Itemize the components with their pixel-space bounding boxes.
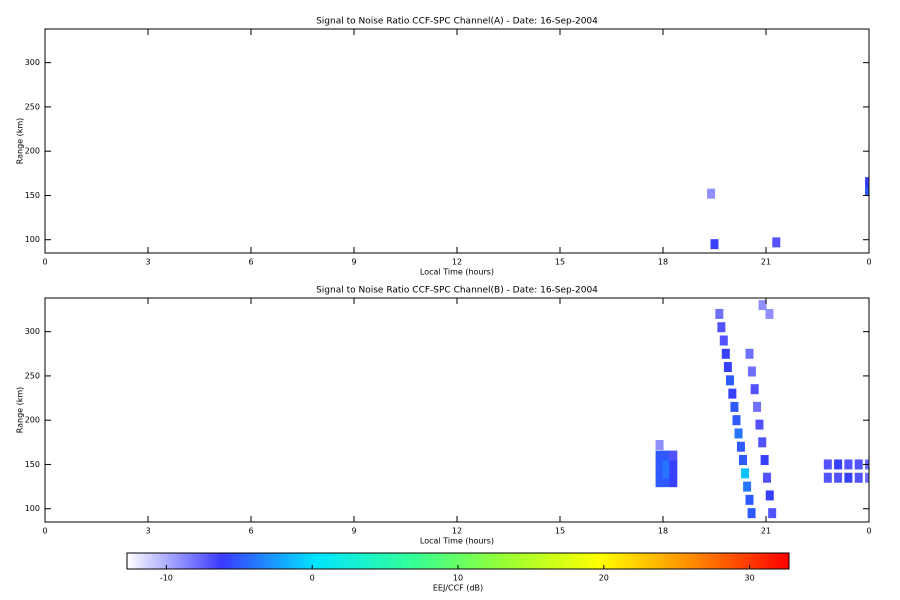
heat-cell <box>760 455 769 466</box>
heat-cell <box>753 401 762 412</box>
x-tick-label: 3 <box>145 258 150 267</box>
colorbar-tick-label: 0 <box>310 574 315 583</box>
y-tick-label: 100 <box>25 504 40 513</box>
heat-cell <box>755 419 764 430</box>
heat-cell <box>765 490 774 501</box>
heat-cell <box>655 439 664 450</box>
x-tick-label: 15 <box>555 527 565 536</box>
x-tick-label: 18 <box>658 527 668 536</box>
heat-cell <box>662 450 671 461</box>
heat-cell <box>669 477 678 488</box>
heat-cell <box>823 472 832 483</box>
x-tick-label: 9 <box>351 258 356 267</box>
x-tick-label: 9 <box>351 527 356 536</box>
x-axis-label: Local Time (hours) <box>420 537 494 546</box>
x-tick-label: 12 <box>452 258 462 267</box>
heat-cell <box>736 441 745 452</box>
x-tick-label: 21 <box>761 258 771 267</box>
y-axis-label: Range (km) <box>16 118 25 165</box>
colorbar-tick-label: 30 <box>745 574 755 583</box>
heat-cell <box>662 477 671 488</box>
x-tick-label: 0 <box>866 258 871 267</box>
heat-cell <box>662 459 671 470</box>
heat-cell <box>844 472 853 483</box>
heat-cell <box>738 455 747 466</box>
heat-cell <box>747 508 756 519</box>
plot-frame <box>44 28 870 254</box>
y-tick-label: 250 <box>25 102 40 111</box>
x-tick-label: 3 <box>145 527 150 536</box>
colorbar-tick-label: 10 <box>453 574 463 583</box>
heat-cell <box>865 177 869 188</box>
heat-cell <box>723 362 732 373</box>
heat-cell <box>750 384 759 395</box>
heat-cell <box>854 459 863 470</box>
heat-cell <box>743 481 752 492</box>
heat-cell <box>715 308 724 319</box>
heat-cell <box>710 239 719 250</box>
x-tick-label: 0 <box>866 527 871 536</box>
heat-cell <box>854 472 863 483</box>
y-tick-label: 100 <box>25 235 40 244</box>
heat-cell <box>669 450 678 461</box>
heat-cell <box>758 437 767 448</box>
plot-area <box>707 177 869 250</box>
heat-cell <box>655 477 664 488</box>
heat-cell <box>747 366 756 377</box>
heat-cell <box>768 508 777 519</box>
heat-cell <box>655 450 664 461</box>
colorbar-label: EEJ/CCF (dB) <box>433 584 483 593</box>
y-tick-label: 300 <box>25 58 40 67</box>
heat-cell <box>758 300 767 311</box>
y-tick-label: 200 <box>25 147 40 156</box>
heat-cell <box>834 459 843 470</box>
y-tick-label: 200 <box>25 416 40 425</box>
y-tick-label: 150 <box>25 460 40 469</box>
chart-title: Signal to Noise Ratio CCF-SPC Channel(B)… <box>316 286 598 296</box>
heat-cell <box>765 308 774 319</box>
x-tick-label: 21 <box>761 527 771 536</box>
heat-cell <box>745 348 754 359</box>
heat-cell <box>734 428 743 439</box>
x-tick-label: 6 <box>248 527 253 536</box>
heat-cell <box>763 472 772 483</box>
y-axis-label: Range (km) <box>16 387 25 434</box>
x-tick-label: 12 <box>452 527 462 536</box>
heat-cell <box>655 459 664 470</box>
y-tick-label: 150 <box>25 191 40 200</box>
heat-cell <box>669 459 678 470</box>
x-tick-label: 0 <box>42 258 47 267</box>
x-tick-label: 15 <box>555 258 565 267</box>
heat-cell <box>732 415 741 426</box>
x-tick-label: 6 <box>248 258 253 267</box>
heat-cell <box>745 494 754 505</box>
y-tick-label: 250 <box>25 371 40 380</box>
heat-cell <box>823 459 832 470</box>
heat-cell <box>730 401 739 412</box>
colorbar-tick-label: -10 <box>160 574 173 583</box>
y-tick-label: 300 <box>25 327 40 336</box>
heat-cell <box>865 472 869 483</box>
heat-cell <box>717 322 726 333</box>
heat-cell <box>725 375 734 386</box>
heat-cell <box>844 459 853 470</box>
x-tick-label: 18 <box>658 258 668 267</box>
plot-area <box>655 300 869 519</box>
heat-cell <box>721 348 730 359</box>
heat-cell <box>669 468 678 479</box>
chart-title: Signal to Noise Ratio CCF-SPC Channel(A)… <box>316 17 598 27</box>
heat-cell <box>707 188 716 199</box>
x-axis-label: Local Time (hours) <box>420 268 494 277</box>
heat-cell <box>741 468 750 479</box>
heat-cell <box>655 468 664 479</box>
heat-cell <box>865 186 869 197</box>
colorbar-tick-label: 20 <box>599 574 609 583</box>
heat-cell <box>662 468 671 479</box>
heat-cell <box>719 335 728 346</box>
heat-cell <box>834 472 843 483</box>
x-tick-label: 0 <box>42 527 47 536</box>
heat-cell <box>728 388 737 399</box>
heat-cell <box>772 237 781 248</box>
